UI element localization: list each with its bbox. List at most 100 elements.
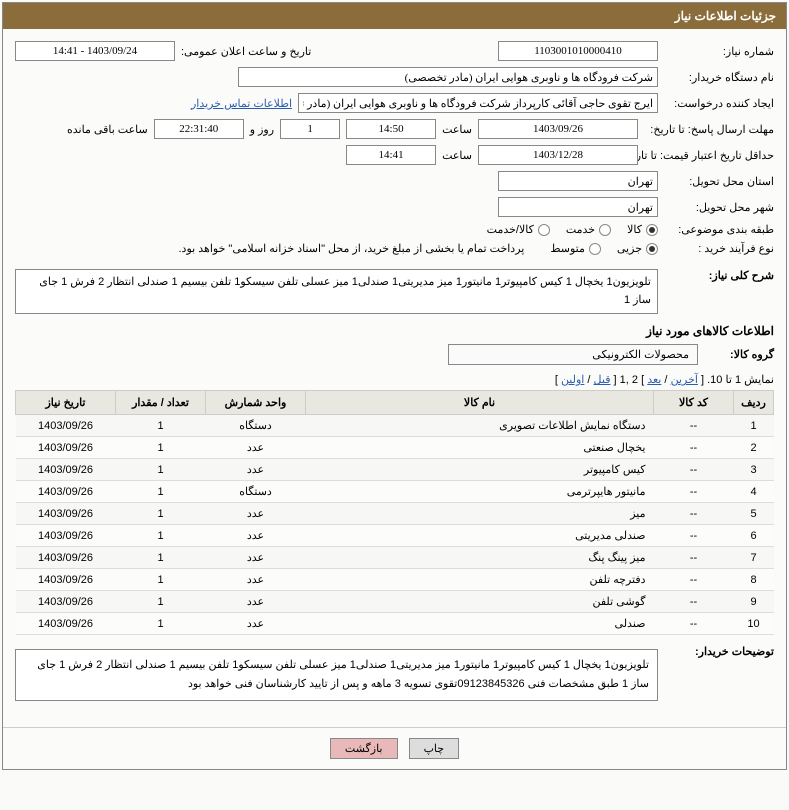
cell-row: 7 — [734, 547, 774, 569]
back-button[interactable]: بازگشت — [330, 738, 398, 759]
cell-unit: عدد — [206, 503, 306, 525]
cell-qty: 1 — [116, 547, 206, 569]
table-row: 4--مانیتور هایپرترمیدستگاه11403/09/26 — [16, 481, 774, 503]
cell-date: 1403/09/26 — [16, 613, 116, 635]
need-no-input[interactable] — [498, 41, 658, 61]
remain-label: ساعت باقی مانده — [67, 123, 148, 136]
cell-unit: عدد — [206, 459, 306, 481]
cell-name: میز — [306, 503, 654, 525]
cell-code: -- — [654, 437, 734, 459]
buyer-notes-label: توضیحات خریدار: — [664, 645, 774, 658]
summary-label: شرح کلی نیاز: — [664, 269, 774, 282]
cell-qty: 1 — [116, 613, 206, 635]
cell-unit: عدد — [206, 613, 306, 635]
city-input[interactable] — [498, 197, 658, 217]
need-no-label: شماره نیاز: — [664, 45, 774, 58]
radio-service[interactable]: خدمت — [566, 223, 611, 236]
category-radio-group: کالا خدمت کالا/خدمت — [487, 223, 658, 236]
cell-code: -- — [654, 613, 734, 635]
cell-date: 1403/09/26 — [16, 591, 116, 613]
process-radio-group: جزیی متوسط — [550, 242, 658, 255]
cell-qty: 1 — [116, 525, 206, 547]
buyer-org-label: نام دستگاه خریدار: — [664, 71, 774, 84]
validity-time-input[interactable] — [346, 145, 436, 165]
process-note: پرداخت تمام یا بخشی از مبلغ خرید، از محل… — [179, 242, 525, 255]
cell-date: 1403/09/26 — [16, 459, 116, 481]
cell-date: 1403/09/26 — [16, 415, 116, 437]
print-button[interactable]: چاپ — [409, 738, 460, 759]
process-label: نوع فرآیند خرید : — [664, 242, 774, 255]
cell-qty: 1 — [116, 459, 206, 481]
cell-date: 1403/09/26 — [16, 547, 116, 569]
cell-date: 1403/09/26 — [16, 503, 116, 525]
cell-row: 1 — [734, 415, 774, 437]
cell-row: 10 — [734, 613, 774, 635]
cell-row: 3 — [734, 459, 774, 481]
cell-unit: عدد — [206, 547, 306, 569]
buyer-notes: تلویزیون1 یخچال 1 کیس کامپیوتر1 مانیتور1… — [15, 649, 658, 700]
contact-link[interactable]: اطلاعات تماس خریدار — [191, 97, 292, 110]
cell-row: 2 — [734, 437, 774, 459]
cell-name: مانیتور هایپرترمی — [306, 481, 654, 503]
announce-input[interactable] — [15, 41, 175, 61]
cell-code: -- — [654, 591, 734, 613]
pager-prev[interactable]: قبل — [594, 374, 611, 386]
cell-code: -- — [654, 569, 734, 591]
cell-code: -- — [654, 503, 734, 525]
radio-goods[interactable]: کالا — [627, 223, 658, 236]
th-qty: تعداد / مقدار — [116, 391, 206, 415]
radio-medium[interactable]: متوسط — [550, 242, 601, 255]
cell-unit: عدد — [206, 437, 306, 459]
reply-date-input[interactable] — [478, 119, 638, 139]
requester-label: ایجاد کننده درخواست: — [664, 97, 774, 110]
cell-qty: 1 — [116, 591, 206, 613]
cell-date: 1403/09/26 — [16, 481, 116, 503]
cell-date: 1403/09/26 — [16, 437, 116, 459]
summary-text: تلویزیون1 یخچال 1 کیس کامپیوتر1 مانیتور1… — [15, 269, 658, 314]
pager-last[interactable]: آخرین — [671, 374, 698, 386]
cell-row: 4 — [734, 481, 774, 503]
cell-row: 5 — [734, 503, 774, 525]
cell-qty: 1 — [116, 437, 206, 459]
cell-date: 1403/09/26 — [16, 569, 116, 591]
cell-name: گوشی تلفن — [306, 591, 654, 613]
goods-table: ردیف کد کالا نام کالا واحد شمارش تعداد /… — [15, 390, 774, 635]
cell-name: کیس کامپیوتر — [306, 459, 654, 481]
time-label-1: ساعت — [442, 123, 472, 136]
requester-input[interactable] — [298, 93, 658, 113]
group-box: محصولات الکترونیکی — [448, 344, 698, 365]
cell-qty: 1 — [116, 569, 206, 591]
days-input[interactable] — [280, 119, 340, 139]
cell-row: 6 — [734, 525, 774, 547]
pager-first[interactable]: اولین — [561, 374, 584, 386]
pager-next[interactable]: بعد — [647, 374, 661, 386]
cell-name: دفترچه تلفن — [306, 569, 654, 591]
countdown-input[interactable] — [154, 119, 244, 139]
table-row: 3--کیس کامپیوترعدد11403/09/26 — [16, 459, 774, 481]
cell-code: -- — [654, 525, 734, 547]
cell-name: یخچال صنعتی — [306, 437, 654, 459]
pager: نمایش 1 تا 10. [ آخرین / بعد ] 2 ,1 [ قب… — [15, 373, 774, 386]
th-code: کد کالا — [654, 391, 734, 415]
province-input[interactable] — [498, 171, 658, 191]
validity-label: حداقل تاریخ اعتبار قیمت: تا تاریخ: — [644, 149, 774, 162]
table-row: 1--دستگاه نمایش اطلاعات تصویریدستگاه1140… — [16, 415, 774, 437]
cell-unit: عدد — [206, 591, 306, 613]
validity-date-input[interactable] — [478, 145, 638, 165]
th-name: نام کالا — [306, 391, 654, 415]
buyer-org-input[interactable] — [238, 67, 658, 87]
radio-both[interactable]: کالا/خدمت — [487, 223, 550, 236]
cell-code: -- — [654, 415, 734, 437]
radio-minor[interactable]: جزیی — [617, 242, 658, 255]
th-row: ردیف — [734, 391, 774, 415]
cell-code: -- — [654, 459, 734, 481]
cell-code: -- — [654, 547, 734, 569]
reply-time-input[interactable] — [346, 119, 436, 139]
cell-unit: دستگاه — [206, 481, 306, 503]
cell-unit: عدد — [206, 525, 306, 547]
cell-qty: 1 — [116, 415, 206, 437]
days-and-label: روز و — [250, 123, 274, 136]
cell-row: 8 — [734, 569, 774, 591]
panel-title: جزئیات اطلاعات نیاز — [675, 9, 776, 23]
cell-name: دستگاه نمایش اطلاعات تصویری — [306, 415, 654, 437]
